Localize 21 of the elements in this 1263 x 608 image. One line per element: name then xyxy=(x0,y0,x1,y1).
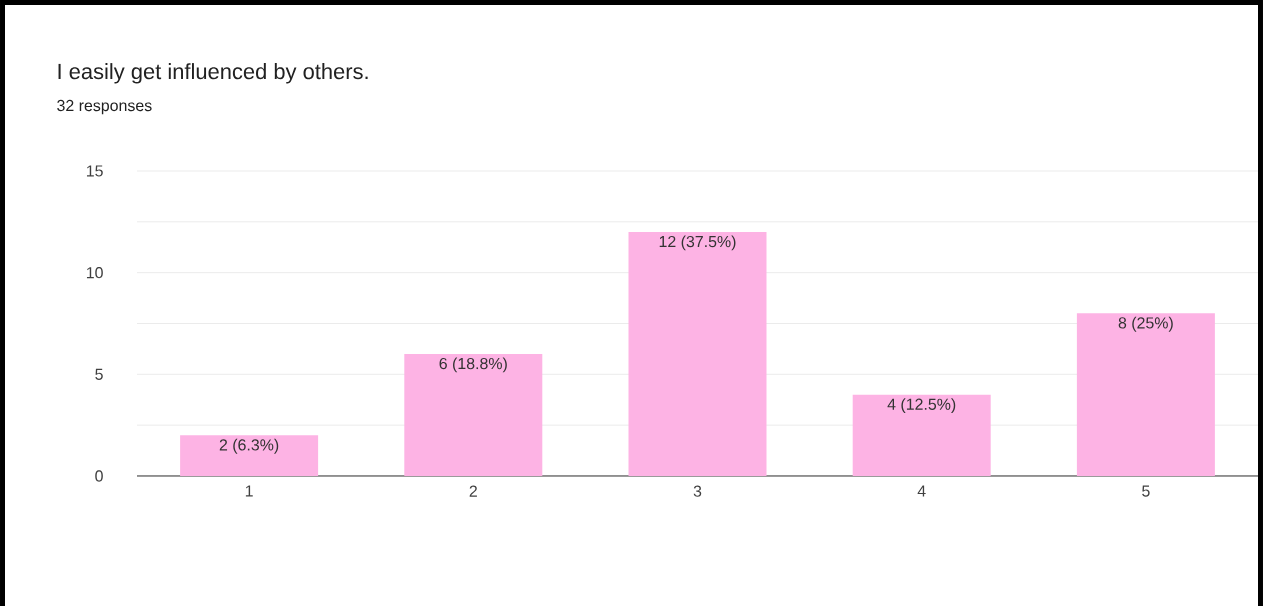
x-tick-label: 4 xyxy=(917,485,926,497)
data-label: 6 (18.8%) xyxy=(439,357,507,373)
bar xyxy=(1076,313,1215,476)
y-tick-label: 5 xyxy=(95,368,103,380)
x-tick-label: 1 xyxy=(245,485,253,497)
x-tick-label: 5 xyxy=(1142,485,1150,497)
x-tick-label: 3 xyxy=(693,485,702,497)
bar xyxy=(852,394,991,476)
bar xyxy=(628,231,767,476)
bar xyxy=(404,353,543,476)
chart-title: I easily get influenced by others. xyxy=(58,62,368,84)
chart-subtitle: 32 responses xyxy=(57,99,152,115)
y-tick-label: 15 xyxy=(86,165,103,177)
data-label: 2 (6.3%) xyxy=(219,438,279,454)
bar xyxy=(180,435,319,476)
x-tick-label: 2 xyxy=(469,485,477,497)
data-label: 12 (37.5%) xyxy=(659,235,736,251)
data-label: 8 (25%) xyxy=(1118,316,1173,332)
y-tick-label: 0 xyxy=(95,470,103,482)
y-tick-label: 10 xyxy=(86,266,103,279)
data-label: 4 (12.5%) xyxy=(887,397,956,413)
